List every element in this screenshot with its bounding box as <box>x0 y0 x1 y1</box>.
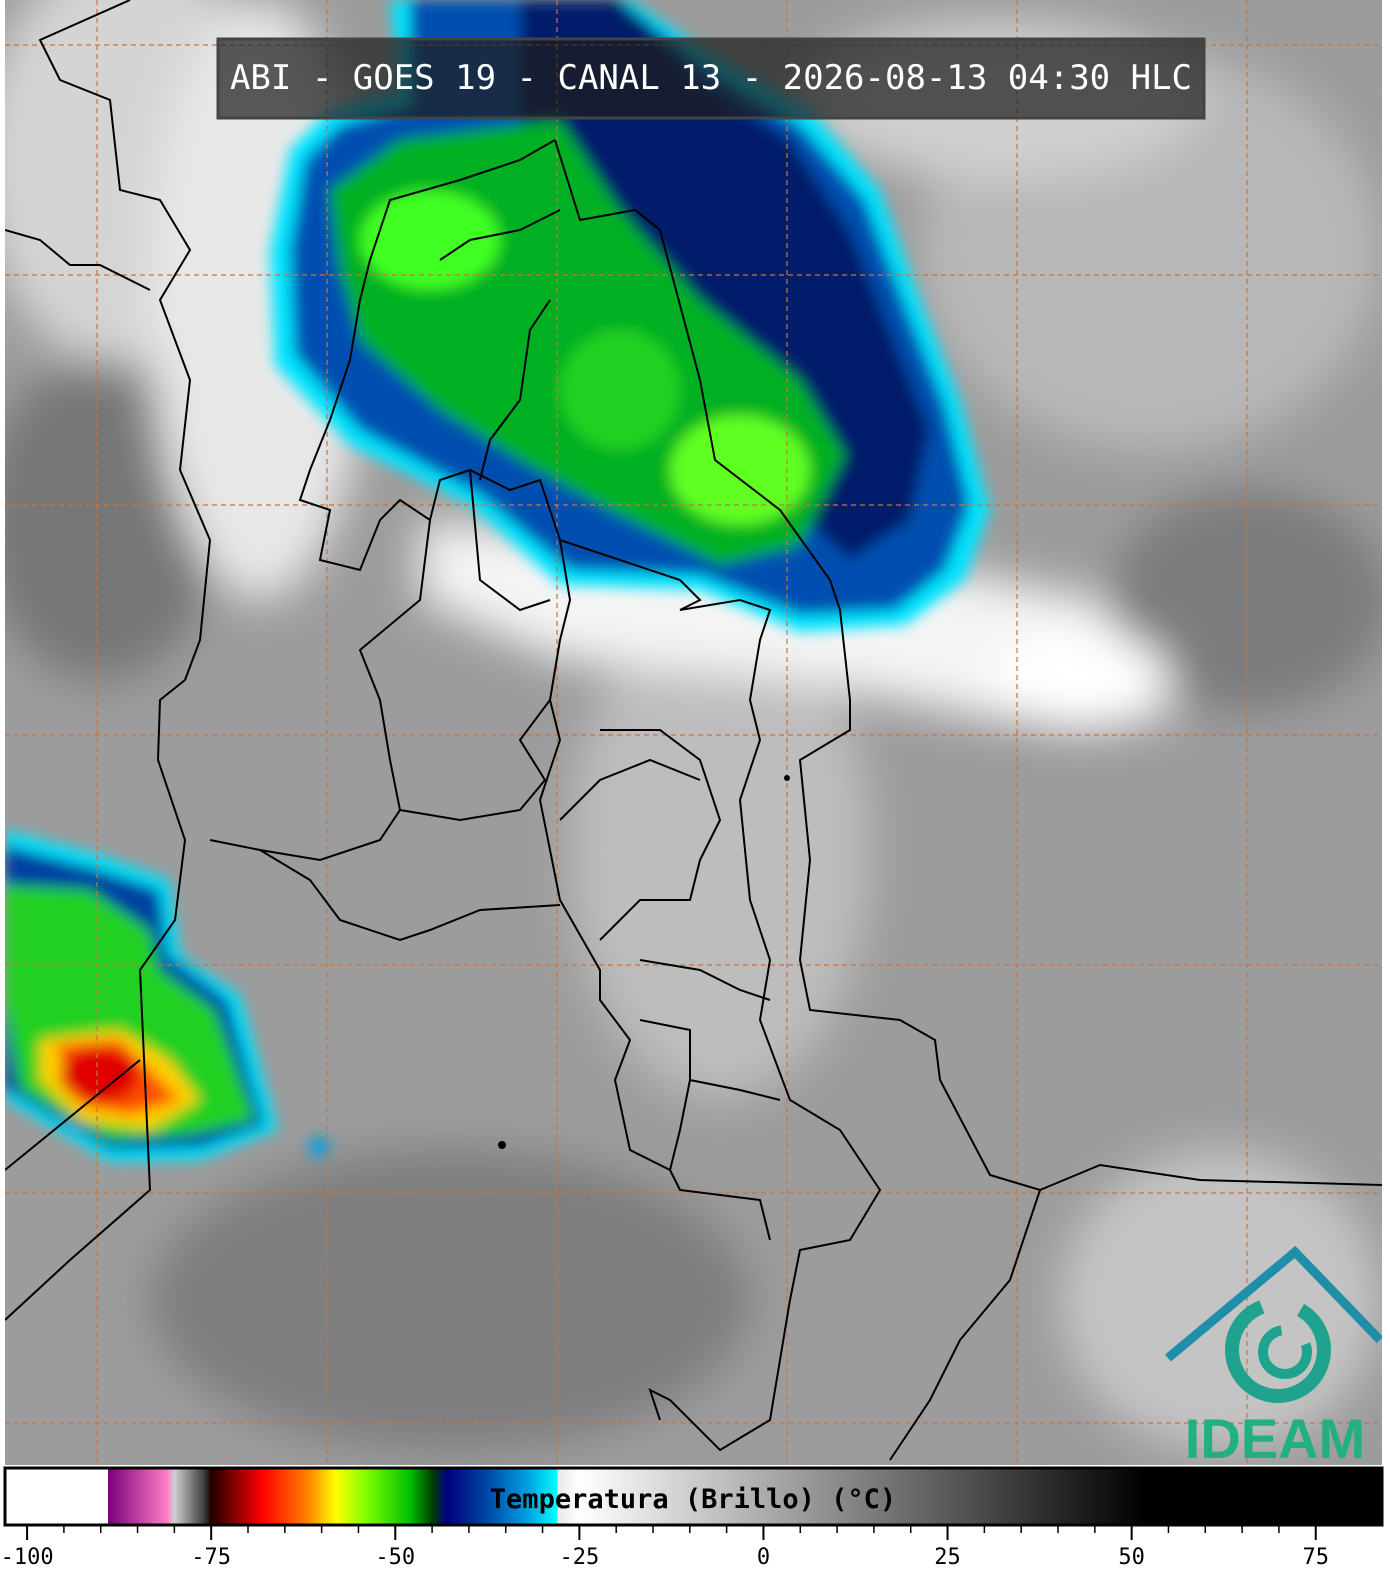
tick-label: -100 <box>1 1545 54 1570</box>
colorbar-label: Temperatura (Brillo) (°C) <box>490 1484 896 1515</box>
tick-label: -50 <box>375 1545 415 1570</box>
tick-label: 75 <box>1302 1545 1329 1570</box>
ideam-logo: IDEAM <box>1165 1245 1382 1470</box>
borders <box>5 0 1382 1461</box>
tick-label: -75 <box>191 1545 231 1570</box>
title-box: ABI - GOES 19 - CANAL 13 - 2026-08-13 04… <box>216 37 1206 120</box>
title: ABI - GOES 19 - CANAL 13 - 2026-08-13 04… <box>230 58 1192 98</box>
tick-label: 25 <box>934 1545 961 1570</box>
tick-label: 50 <box>1118 1545 1145 1570</box>
logo-text: IDEAM <box>1185 1407 1365 1470</box>
tick-label: 0 <box>757 1545 770 1570</box>
tick-label: -25 <box>559 1545 599 1570</box>
colorbar: Temperatura (Brillo) (°C) -100 -75 -50 -25 0… <box>1 1466 1384 1570</box>
satellite-map: IDEAM <box>5 0 1382 1470</box>
